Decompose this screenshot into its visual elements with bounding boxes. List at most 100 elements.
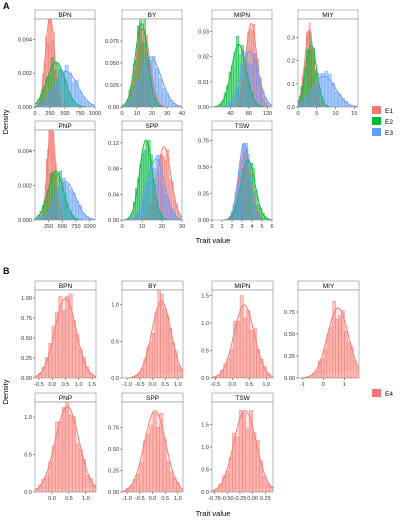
b-plot-bpn	[35, 293, 96, 378]
a-y-tick-label-by-0-025: 0.025	[105, 83, 119, 89]
a-x-tick-label-by-40: 40	[179, 111, 185, 117]
a-facet-pnp: PNP 250 500 750 1000 0.000 0.002 0.004	[18, 120, 96, 230]
b-bar-miy-e4-17	[355, 367, 359, 378]
a-x-tick-label-bpn-750: 750	[75, 111, 84, 117]
a-x-tick-label-miy-15: 15	[351, 111, 357, 117]
panel-b-label: B	[3, 266, 10, 276]
b-x-tick-label-pnp-0-0: 0.0	[48, 496, 56, 502]
panel-b-y-label: Density	[1, 379, 10, 404]
b-x-tick-label-tsw--0-75: -0.75	[208, 496, 221, 502]
a-y-tick-label-by-0-075: 0.075	[105, 39, 119, 45]
b-x-tick-label-bpn--0-5: -0.5	[34, 382, 44, 388]
panel-a-y-label: Density	[1, 109, 10, 134]
a-plot-miy	[298, 22, 358, 107]
a-y-tick-label-bpn-0-000: 0.000	[18, 105, 32, 111]
a-density-line-by-e2	[122, 22, 164, 107]
b-y-tick-label-bpn-0-75: 0.75	[21, 316, 32, 322]
b-panel-border-mipn	[211, 289, 274, 379]
b-y-tick-label-miy-0-50: 0.50	[284, 332, 295, 338]
b-facet-title-spp: SPP	[146, 395, 159, 402]
a-plot-bpn	[35, 19, 95, 107]
a-plot-pnp	[35, 130, 95, 220]
a-x-tick-label-by-10: 10	[134, 111, 140, 117]
a-y-tick-label-by-0-00: 0.00	[108, 105, 119, 111]
b-y-tick-label-bpn-0-50: 0.50	[21, 336, 32, 342]
b-x-tick-label-bpn-0-5: 0.5	[62, 382, 70, 388]
a-y-tick-label-spp-0-12: 0.12	[108, 141, 119, 147]
b-y-tick-label-bpn-0-25: 0.25	[21, 356, 32, 362]
b-plot-spp	[122, 410, 183, 492]
a-plot-bg-spp	[122, 130, 182, 220]
a-facet-title-spp: SPP	[145, 123, 158, 130]
b-x-tick-label-pnp-1-0: 1.0	[82, 496, 90, 502]
b-y-tick-label-by-1-0: 1.0	[111, 303, 119, 309]
a-y-tick-label-tsw-0-75: 0.75	[198, 139, 209, 145]
b-y-tick-label-by-0-0: 0.0	[111, 376, 119, 382]
b-facet-title-bpn: BPN	[59, 283, 73, 290]
legend-label-e4: E4	[385, 391, 393, 398]
b-x-tick-label-tsw-0-25: 0.25	[260, 496, 271, 502]
b-x-tick-label-spp-0-0: 0.0	[149, 496, 157, 502]
b-x-tick-label-tsw-0-00: 0.00	[247, 496, 258, 502]
a-panel-border-miy	[297, 18, 359, 108]
a-x-tick-label-by-20: 20	[149, 111, 155, 117]
a-y-tick-label-miy-0-0: 0.0	[287, 105, 295, 111]
b-x-tick-label-spp-1-0: 1.0	[174, 496, 182, 502]
b-x-tick-label-by-0-5: 0.5	[161, 382, 169, 388]
b-density-line-pnp-e4	[35, 406, 96, 491]
a-x-tick-label-tsw-3: 3	[240, 224, 243, 230]
a-x-tick-label-bpn-0: 0	[33, 111, 36, 117]
b-x-tick-label-by--1-0: -1.0	[122, 382, 132, 388]
a-y-tick-label-pnp-0-004: 0.004	[18, 149, 32, 155]
b-density-line-tsw-e4	[212, 410, 273, 492]
a-density-line-mipn-e3	[220, 50, 272, 107]
a-facet-title-bpn: BPN	[58, 12, 72, 19]
a-x-tick-label-spp-30: 30	[179, 224, 185, 230]
b-facet-by: BY -1.0 -0.5 0.0 0.5 1.0 0.0 0.5 1.0	[111, 280, 184, 388]
b-y-tick-label-mipn-0-5: 0.5	[201, 349, 209, 355]
a-x-tick-label-pnp-500: 500	[58, 224, 67, 230]
b-plot-bg-miy	[298, 290, 359, 378]
a-bar-pnp-e3-13	[78, 204, 83, 220]
b-x-tick-label-spp--0-5: -0.5	[135, 496, 145, 502]
a-x-tick-label-bpn-1000: 1000	[89, 111, 101, 117]
b-y-tick-label-tsw-0-0: 0.0	[201, 490, 209, 496]
a-x-tick-label-tsw-5: 5	[260, 224, 263, 230]
b-facet-miy: MIY -1 0 1 0.00 0.25 0.50 0.75	[284, 280, 360, 388]
b-x-tick-label-mipn-0-0: 0.0	[228, 382, 236, 388]
a-y-tick-label-pnp-0-000: 0.000	[18, 218, 32, 224]
b-y-tick-label-miy-0-75: 0.75	[284, 310, 295, 316]
a-y-tick-label-miy-0-3: 0.3	[287, 36, 295, 42]
a-x-tick-label-tsw-4: 4	[250, 224, 253, 230]
a-plot-mipn	[212, 22, 272, 107]
a-density-line-pnp-e1	[37, 130, 65, 220]
b-plot-by	[127, 290, 183, 378]
a-x-tick-label-mipn-80: 80	[246, 111, 252, 117]
a-y-tick-label-tsw-0-25: 0.25	[198, 192, 209, 198]
b-density-line-spp-e4	[122, 410, 183, 492]
legend-label-e1: E1	[385, 108, 393, 115]
b-y-tick-label-pnp-0-0: 0.0	[24, 490, 32, 496]
a-x-tick-label-pnp-750: 750	[71, 224, 80, 230]
b-y-tick-label-bpn-1-00: 1.00	[21, 296, 32, 302]
a-facet-mipn: MIPN 40 80 120 0.00 0.01 0.02 0.03	[198, 9, 273, 117]
a-facet-title-mipn: MIPN	[234, 12, 251, 19]
a-x-tick-label-pnp-250: 250	[44, 224, 53, 230]
b-y-tick-label-spp-0-75: 0.75	[108, 426, 119, 432]
a-facet-title-miy: MIY	[322, 12, 334, 19]
a-x-tick-label-tsw-0: 0	[210, 224, 213, 230]
b-facet-mipn: MIPN-0.5 0.0 0.5 1.00.00.51.01.5	[201, 280, 274, 388]
b-plot-miy	[301, 300, 359, 378]
b-facet-title-pnp: PNP	[59, 395, 72, 402]
b-facet-title-by: BY	[148, 283, 157, 290]
a-y-tick-label-mipn-0-00: 0.00	[198, 105, 209, 111]
a-density-line-mipn-e2	[212, 43, 265, 107]
legend-label-e3: E3	[385, 130, 393, 137]
b-plot-mipn	[212, 295, 273, 378]
b-facet-title-mipn: MIPN	[234, 283, 251, 290]
b-y-tick-label-pnp-0-5: 0.5	[24, 453, 32, 459]
a-plot-tsw	[223, 142, 272, 220]
a-y-tick-label-pnp-0-002: 0.002	[18, 183, 32, 189]
a-panel-border-mipn	[211, 18, 273, 108]
